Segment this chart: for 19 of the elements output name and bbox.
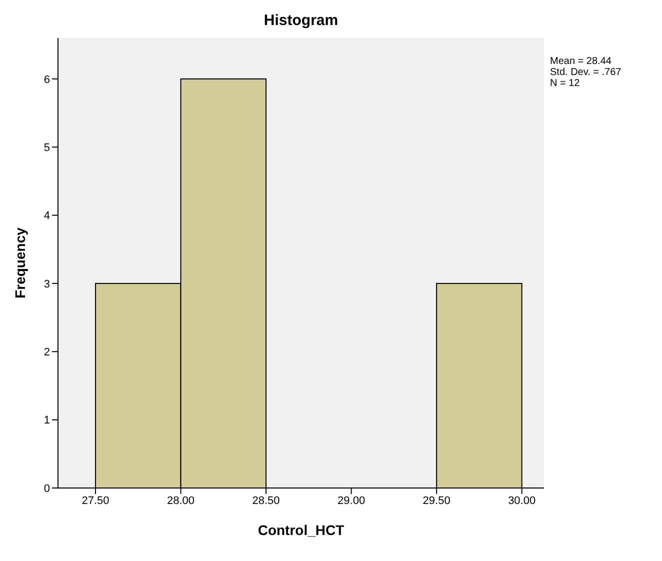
y-tick-label: 4: [44, 210, 50, 222]
y-tick-label: 6: [44, 74, 50, 86]
x-tick-label: 29.50: [422, 494, 450, 507]
y-tick-label: 5: [44, 142, 50, 154]
chart-title: Histogram: [262, 12, 340, 29]
y-tick-label: 0: [44, 482, 50, 495]
x-tick-label: 29.00: [338, 494, 366, 507]
y-tick-label: 1: [44, 414, 50, 427]
x-tick-label: 27.50: [82, 494, 110, 507]
y-axis-title: Frequency: [12, 227, 28, 298]
x-tick-label: 30.00: [508, 494, 536, 507]
y-tick-label: 2: [44, 346, 50, 359]
x-tick-label: 28.00: [167, 494, 195, 507]
y-tick-label: 3: [44, 278, 50, 290]
text: N = 12: [550, 78, 581, 89]
x-axis-title: Control_HCT: [258, 522, 345, 538]
text: Mean = 28.44: [550, 56, 612, 67]
text: Std. Dev. = .767: [550, 67, 622, 78]
x-tick-label: 28.50: [252, 494, 280, 507]
